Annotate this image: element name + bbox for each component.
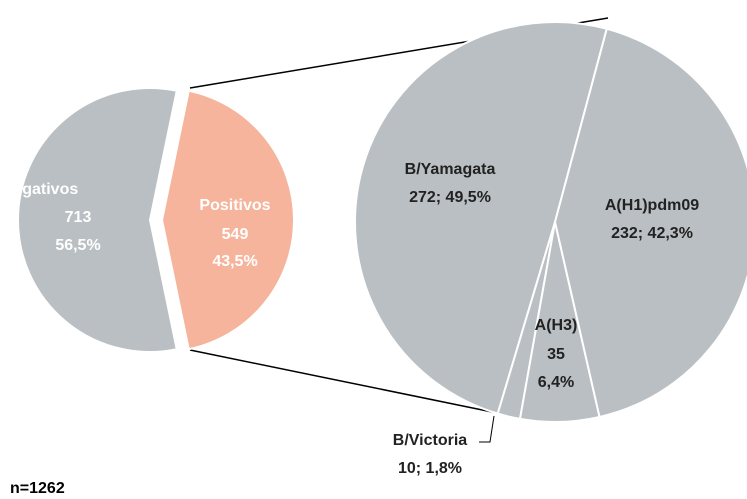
slice-label: A(H1)pdm09	[605, 197, 699, 214]
pie-slice	[354, 21, 608, 415]
connector	[189, 349, 498, 414]
slice-label: B/Victoria	[393, 432, 468, 449]
value-label: 35	[547, 346, 565, 363]
value-label: 549	[222, 226, 249, 243]
pie-slice	[553, 27, 747, 419]
value-label: 272; 49,5%	[409, 189, 491, 206]
value-label: 713	[65, 209, 92, 226]
pie-slice	[17, 87, 178, 353]
slice-label: A(H3)	[535, 317, 578, 334]
value-label: 43,5%	[212, 253, 257, 270]
slice-label: Positivos	[199, 197, 270, 214]
value-label: 232; 42,3%	[611, 225, 693, 242]
value-label: 56,5%	[55, 237, 100, 254]
slice-label: B/Yamagata	[405, 161, 496, 178]
value-label: 6,4%	[538, 374, 574, 391]
pie-slice	[160, 89, 295, 351]
leader-line	[479, 415, 495, 443]
note: n=1262	[10, 480, 65, 497]
slice-label: Negativos	[2, 181, 79, 198]
value-label: 10; 1,8%	[398, 460, 462, 477]
